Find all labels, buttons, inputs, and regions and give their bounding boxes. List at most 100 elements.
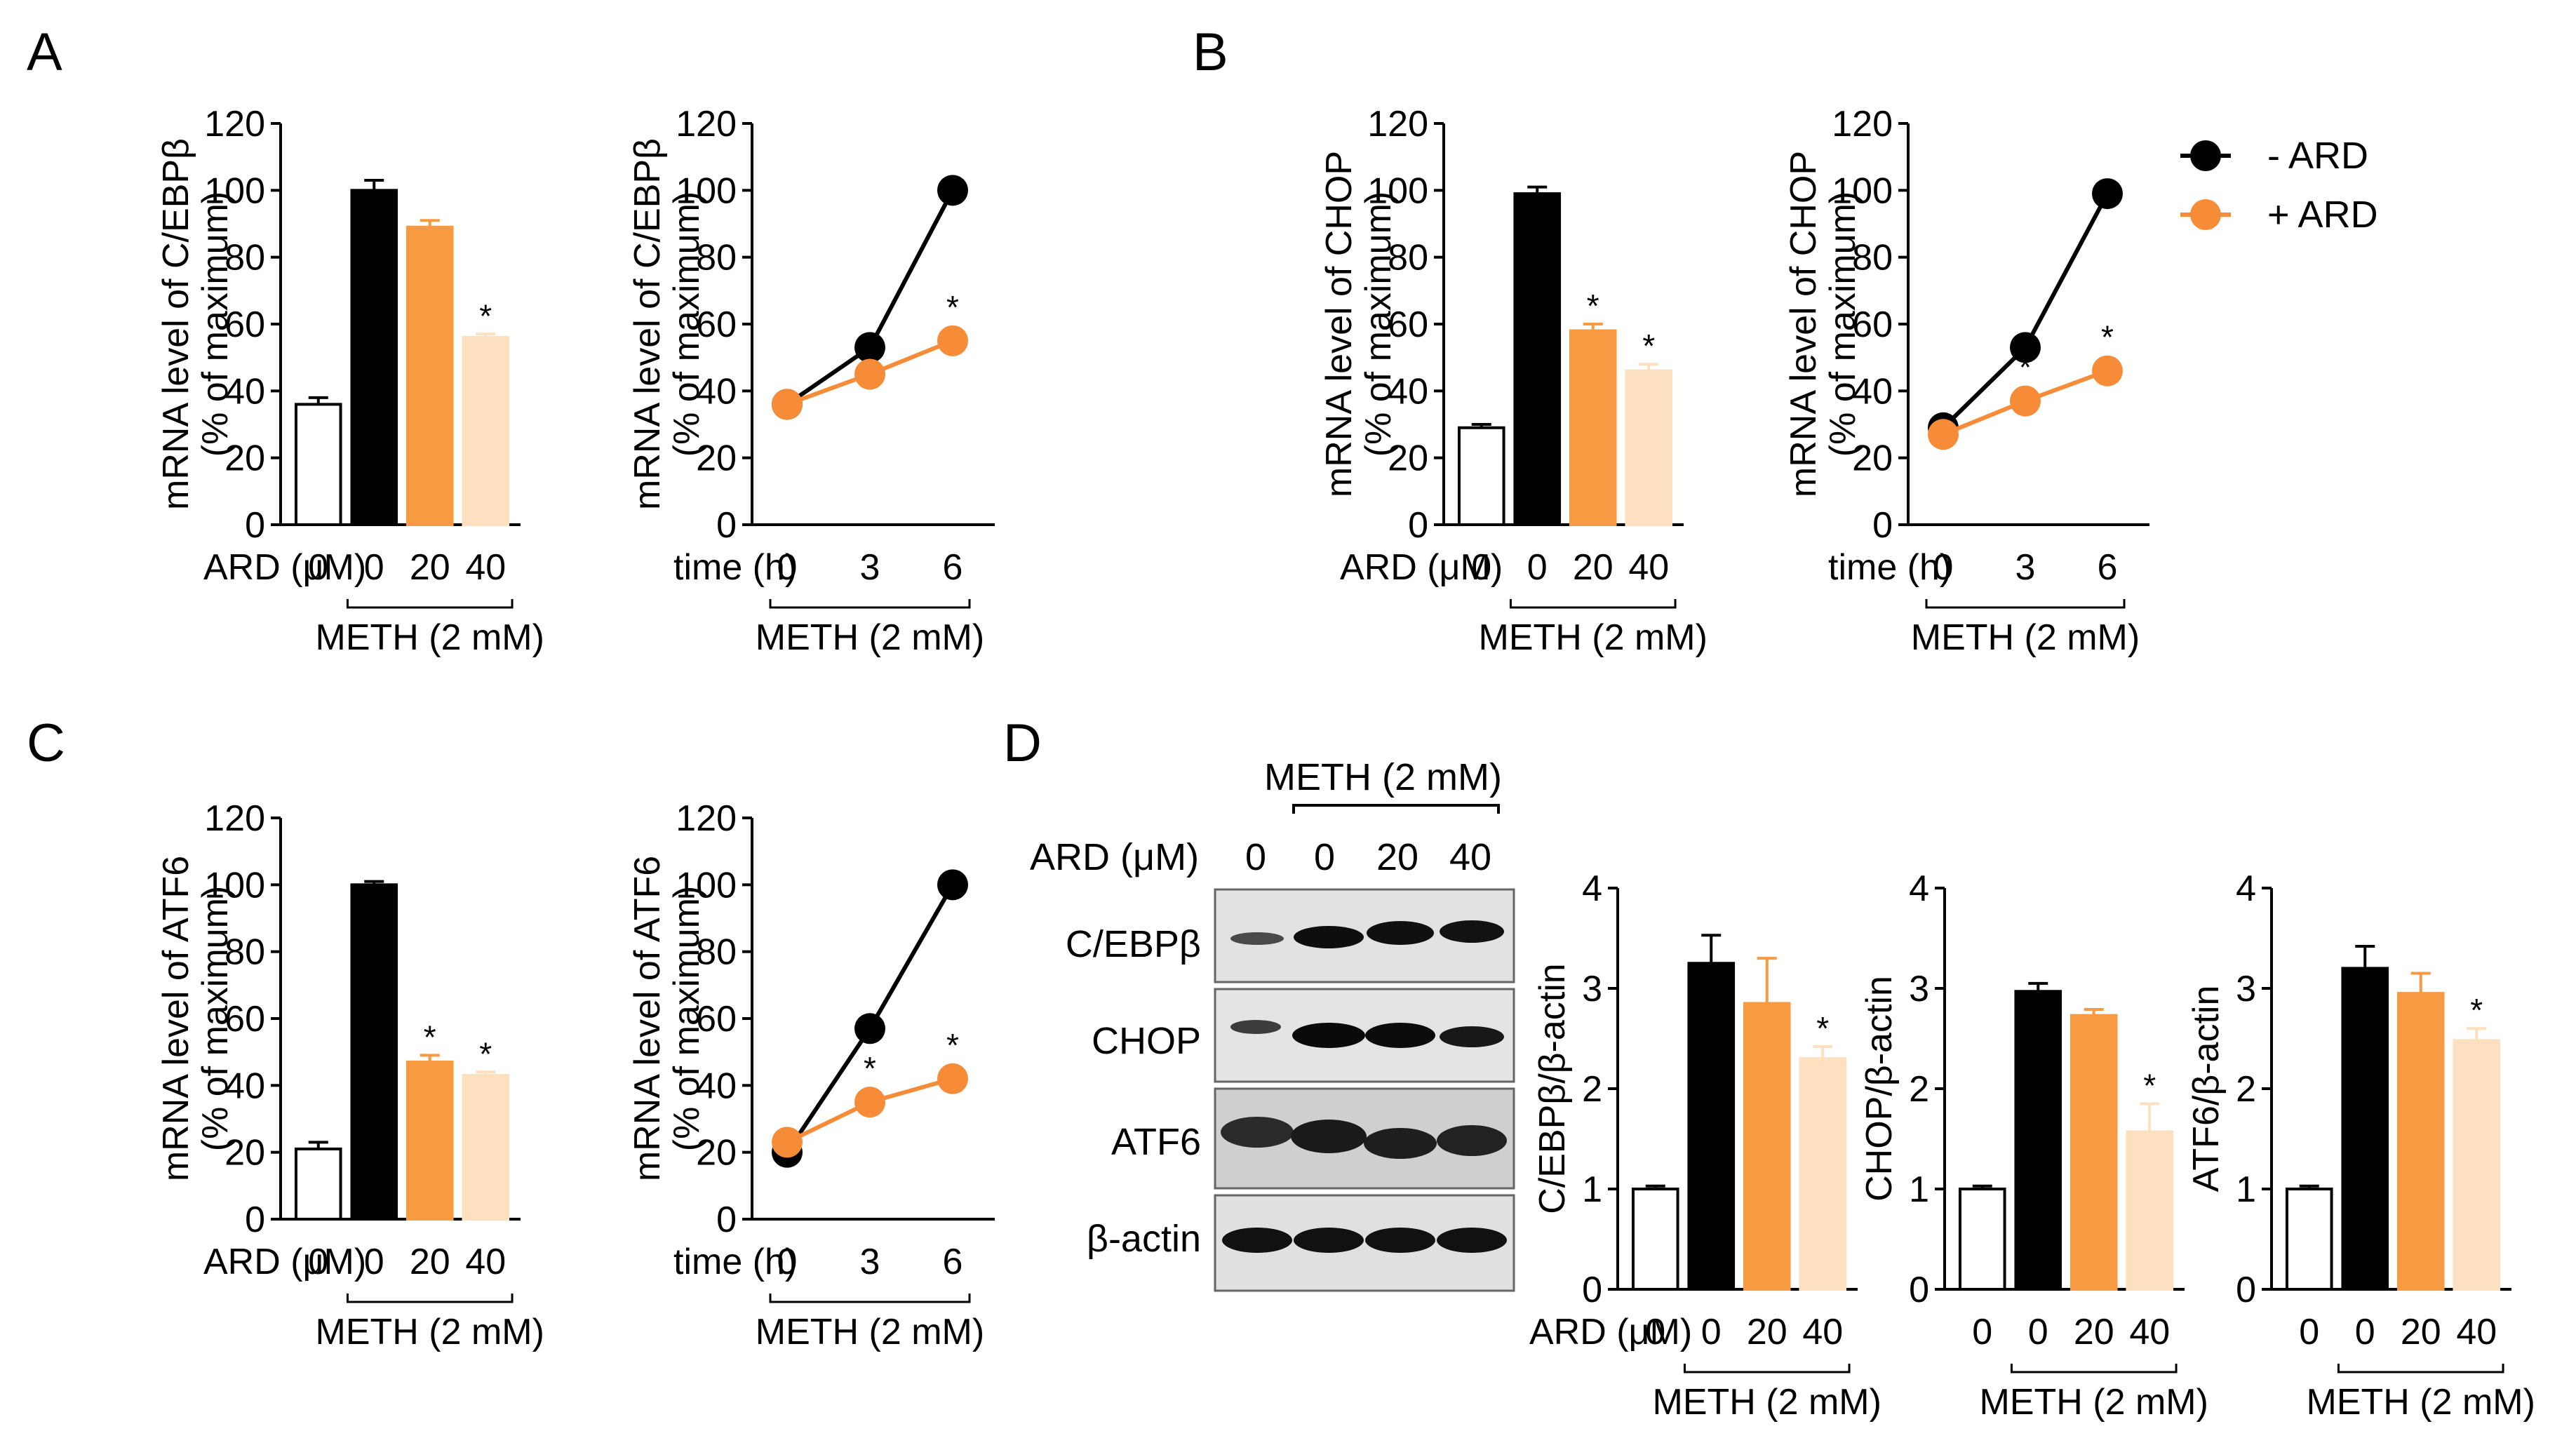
y-tick-label: 120 [204,798,265,839]
y-tick-label: 40 [224,371,265,412]
y-tick-label: 80 [1388,238,1428,278]
bar [1625,369,1673,526]
blot-row-label-chop: CHOP [1092,1020,1201,1062]
data-point [937,869,968,901]
blot-band [1230,932,1284,945]
bar [2285,1188,2333,1291]
panel-letter-d: D [1003,713,1042,773]
x-tick-label: 20 [410,547,450,588]
blot-band [1222,1228,1292,1253]
group-label: METH (2 mM) [316,1312,544,1352]
y-tick-label: 40 [1852,371,1893,412]
x-axis-prefix: ARD (μM) [203,547,366,588]
x-tick-label: 3 [2015,547,2036,588]
group-label: METH (2 mM) [756,1312,984,1352]
x-tick-label: 0 [308,547,328,588]
x-tick-label: 6 [2098,547,2118,588]
y-tick-label: 0 [716,1200,737,1240]
y-tick-label: 1 [1909,1169,1929,1210]
blot-band [1230,1020,1281,1034]
significance-star: * [424,1019,436,1055]
bar [2341,967,2389,1291]
y-tick-label: 100 [1832,170,1893,211]
data-point [1928,419,1959,450]
blot-row-label-atf6: ATF6 [1111,1121,1201,1163]
x-tick-label: 0 [777,1242,798,1282]
bar [1457,426,1505,526]
y-tick-label: 0 [2236,1270,2256,1310]
y-tick-label: 120 [1367,104,1428,145]
y-tick-label: 20 [1852,438,1893,479]
x-tick-label: 20 [2074,1312,2114,1352]
x-axis-prefix: time (h) [1828,547,1952,588]
y-axis-title: mRNA level of ATF6 [156,856,196,1181]
y-axis-title: CHOP/β-actin [1859,976,1900,1202]
group-bracket [1509,599,1677,609]
bar [2069,1014,2118,1291]
y-axis-title: mRNA level of C/EBPβ [156,138,196,510]
blot-ard-label: ARD (μM) [1030,836,1199,878]
legend: - ARD + ARD [2180,135,2378,236]
blot-meth-bracket [1292,804,1500,814]
bar [1569,329,1617,526]
blot-band [1294,1228,1364,1253]
bar [462,336,510,526]
blot-lane-1: 0 [1245,836,1266,878]
y-axis-title: mRNA level of CHOP [1783,151,1824,497]
y-tick-label: 4 [1909,868,1929,909]
legend-minus-marker [2190,140,2221,171]
x-tick-label: 0 [777,547,798,588]
y-tick-label: 0 [1872,505,1893,546]
blot-meth-header: METH (2 mM) [1264,756,1502,798]
x-tick-label: 0 [1527,547,1548,588]
y-tick-label: 120 [676,104,737,145]
legend-minus-label: - ARD [2267,135,2368,177]
x-tick-label: 3 [860,547,880,588]
panel-letter-c: C [27,713,65,773]
bar [1631,1188,1679,1291]
x-tick-label: 0 [1972,1312,1992,1352]
y-tick-label: 60 [1852,304,1893,345]
data-point [772,389,803,420]
group-label: METH (2 mM) [1980,1382,2208,1423]
data-point [2092,178,2123,210]
x-tick-label: 40 [2456,1312,2497,1352]
blot-band [1364,1128,1437,1159]
western-blot: METH (2 mM) ARD (μM) 0 0 20 40 C/EBPβ CH… [1030,756,1515,1292]
y-axis-subtitle: (% of maximum) [1358,192,1399,457]
y-axis-title: C/EBPβ/β-actin [1532,963,1573,1214]
y-tick-label: 40 [1388,371,1428,412]
y-tick-label: 120 [1832,104,1893,145]
x-tick-label: 3 [860,1242,880,1282]
panel-letter-b: B [1193,22,1228,82]
bar [405,1060,454,1221]
bar [462,1074,510,1221]
y-tick-label: 60 [696,304,737,345]
y-tick-label: 4 [2236,868,2256,909]
bar [350,883,398,1221]
x-tick-label: 0 [1933,547,1954,588]
y-axis-title: mRNA level of CHOP [1319,151,1360,497]
panel-letter-a: A [27,22,62,82]
bar [294,403,342,527]
y-axis-subtitle: (% of maximum) [195,192,236,457]
significance-star: * [864,1050,876,1087]
blot-band [1367,921,1434,945]
y-tick-label: 60 [224,999,265,1040]
y-tick-label: 0 [716,505,737,546]
blot-lane-4: 40 [1449,836,1491,878]
y-tick-label: 20 [224,1133,265,1174]
x-tick-label: 0 [308,1242,328,1282]
group-bracket [769,1294,971,1303]
blot-band [1221,1117,1294,1148]
x-tick-label: 0 [364,547,384,588]
bar [1958,1188,2006,1291]
group-label: METH (2 mM) [1911,617,2140,658]
blot-band [1440,1026,1504,1047]
bar [1799,1057,1847,1291]
x-axis-prefix: ARD (μM) [1340,547,1503,588]
